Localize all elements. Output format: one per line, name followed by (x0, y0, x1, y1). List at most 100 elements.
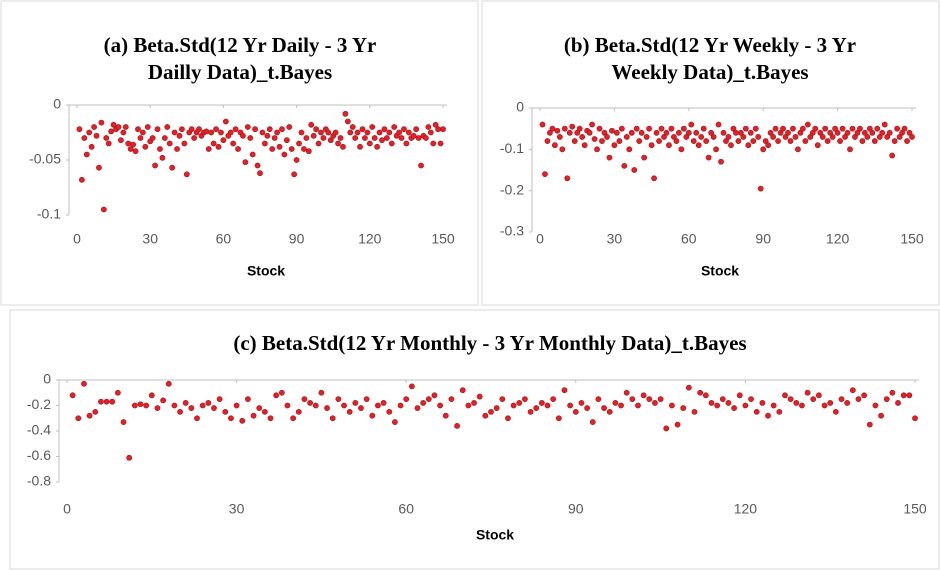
data-point (787, 396, 794, 403)
data-point (753, 408, 760, 415)
data-point (471, 400, 477, 406)
data-point (208, 129, 215, 136)
data-point (157, 146, 163, 152)
x-tick-label: 150 (903, 501, 927, 517)
data-point (547, 129, 553, 136)
data-point (837, 138, 843, 144)
data-point (815, 392, 822, 399)
data-point (678, 146, 685, 153)
data-point (325, 129, 332, 136)
data-point (616, 138, 623, 144)
data-point (276, 143, 283, 150)
data-point (572, 408, 579, 415)
x-tick-label: 60 (216, 231, 232, 247)
data-point (144, 124, 151, 130)
data-point (383, 135, 390, 141)
data-point (691, 408, 698, 415)
data-point (127, 146, 134, 152)
data-point (539, 121, 546, 128)
data-point (271, 135, 278, 141)
data-point (566, 129, 573, 136)
data-point (154, 126, 161, 133)
data-point (396, 129, 402, 136)
data-point (780, 125, 786, 132)
y-tick-label: -0.2 (500, 181, 524, 197)
data-point (354, 129, 361, 136)
data-point (680, 125, 687, 132)
data-point (313, 126, 320, 133)
data-point (674, 421, 681, 428)
data-point (312, 402, 319, 409)
data-point (130, 141, 137, 148)
data-point (643, 134, 650, 140)
data-point (821, 402, 828, 409)
data-point (293, 157, 300, 163)
data-point (182, 400, 189, 406)
data-point (708, 129, 715, 136)
data-point (618, 125, 625, 132)
data-point (698, 134, 705, 140)
data-point (284, 402, 291, 409)
data-point (544, 138, 551, 144)
data-point (762, 138, 769, 144)
data-point (267, 415, 274, 422)
data-point (891, 138, 898, 144)
data-point (454, 422, 460, 429)
chart-title: (a) Beta.Std(12 Yr Daily - 3 Yr Dailly D… (103, 33, 377, 84)
chart-title: (c) Beta.Std(12 Yr Monthly - 3 Yr Monthl… (233, 331, 747, 355)
data-point (871, 138, 878, 144)
data-point (760, 146, 767, 153)
data-point (550, 396, 557, 403)
data-point (114, 389, 121, 396)
data-point (606, 154, 613, 161)
data-point (205, 400, 212, 406)
data-point (601, 405, 607, 411)
y-tick-label: -0.1 (37, 206, 61, 222)
data-point (381, 126, 388, 133)
data-point (736, 392, 743, 399)
data-point (576, 125, 583, 132)
data-point (693, 129, 700, 136)
data-point (228, 415, 234, 422)
data-point (261, 140, 268, 147)
data-point (347, 129, 354, 136)
data-point (118, 137, 124, 144)
data-point (733, 129, 739, 136)
data-point (303, 135, 310, 141)
data-point (703, 138, 710, 144)
data-point (352, 135, 359, 141)
data-point (310, 132, 317, 139)
x-tick-label: 90 (289, 231, 305, 247)
data-point (337, 135, 344, 141)
data-point (230, 140, 237, 147)
data-point (554, 127, 561, 134)
data-point (227, 129, 234, 136)
chart-frame (9, 309, 940, 570)
data-point (866, 421, 873, 428)
data-point (832, 408, 839, 415)
data-point (320, 135, 327, 141)
data-point (81, 135, 88, 141)
data-point (203, 128, 210, 135)
data-point (657, 396, 664, 403)
data-point (220, 137, 227, 144)
data-point (874, 125, 881, 132)
data-point (120, 129, 127, 136)
data-point (386, 408, 393, 415)
data-point (109, 398, 116, 405)
data-point (259, 129, 266, 136)
data-point (755, 134, 762, 140)
data-point (252, 126, 259, 133)
data-point (710, 134, 717, 140)
data-point (76, 126, 83, 133)
y-tick-label: -0.05 (29, 151, 61, 167)
data-point (900, 392, 907, 399)
data-point (352, 400, 359, 406)
data-point (849, 387, 856, 394)
data-point (199, 402, 206, 409)
x-axis-title: Stock (476, 527, 514, 543)
data-point (235, 146, 241, 152)
x-tick-label: 120 (826, 231, 850, 247)
data-point (103, 398, 110, 405)
x-tick-label: 90 (568, 501, 584, 517)
